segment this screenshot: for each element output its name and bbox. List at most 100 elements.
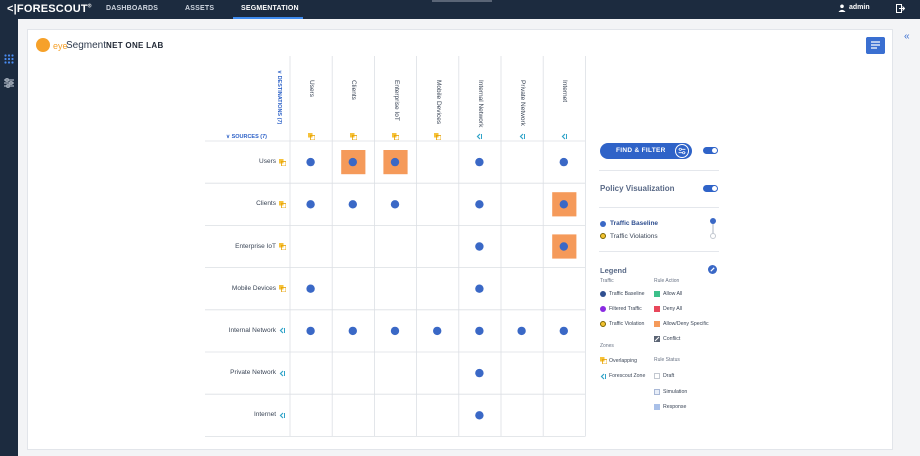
rule-action-heading: Rule Action [654, 278, 680, 284]
simulation-legend-icon [654, 389, 660, 395]
row-header-clients[interactable]: Clients [256, 200, 276, 208]
column-header-enterprise-iot[interactable]: Enterprise IoT [393, 80, 400, 121]
traffic-dot[interactable] [559, 200, 568, 209]
traffic-slider-handle-off[interactable] [710, 233, 716, 239]
row-header-internet[interactable]: Internet [253, 411, 276, 419]
tab-assets[interactable]: ASSETS [185, 5, 215, 12]
brand-eye-text: eye [53, 41, 68, 51]
column-header-label: Clients [350, 80, 358, 100]
traffic-dot[interactable] [475, 157, 484, 167]
forescout-zone-icon [279, 327, 285, 334]
overlapping-zone-icon [279, 158, 286, 166]
left-sidebar [0, 19, 18, 456]
filtered-traffic-legend-icon [600, 306, 606, 312]
deny-all-legend-icon [654, 306, 660, 312]
overlapping-zone-icon [279, 285, 286, 293]
active-tab-indicator [233, 17, 303, 19]
top-drop-handle[interactable] [432, 0, 492, 2]
row-header-private-network[interactable]: Private Network [230, 369, 276, 377]
forescout-zone-icon [279, 370, 285, 377]
traffic-dot[interactable] [475, 242, 484, 251]
traffic-dot[interactable] [475, 411, 484, 420]
column-header-mobile-devices[interactable]: Mobile Devices [435, 80, 442, 124]
find-filter-toggle[interactable] [703, 147, 718, 154]
traffic-dot[interactable] [559, 326, 568, 336]
legend-allow-deny-specific: Allow/Deny Specific [663, 321, 709, 327]
traffic-dot[interactable] [348, 157, 357, 167]
forescout-zone-icon [561, 133, 567, 140]
traffic-dot[interactable] [433, 326, 442, 336]
traffic-dot[interactable] [475, 368, 484, 378]
traffic-baseline-legend-icon [600, 291, 606, 297]
column-header-label: Users [308, 80, 316, 97]
column-header-label: Internal Network [476, 80, 484, 128]
sliders-icon[interactable] [4, 78, 14, 88]
overlapping-zone-icon [392, 133, 399, 140]
find-filter-button[interactable]: FIND & FILTER [600, 143, 692, 159]
column-header-label: Enterprise IoT [392, 80, 400, 121]
forescout-logo[interactable]: <|FORESCOUT® [7, 3, 92, 15]
traffic-dot[interactable] [475, 284, 484, 293]
traffic-dot[interactable] [390, 157, 400, 167]
traffic-violations-option[interactable]: Traffic Violations [610, 233, 658, 240]
traffic-dot[interactable] [306, 326, 315, 336]
allow-deny-specific-legend-icon [654, 321, 660, 327]
response-legend-icon [654, 404, 660, 410]
forescout-zone-icon [477, 133, 483, 140]
traffic-dot[interactable] [390, 326, 400, 336]
user-menu[interactable]: admin [849, 4, 870, 11]
traffic-slider-track[interactable] [712, 219, 714, 237]
divider [599, 170, 719, 171]
report-button[interactable] [866, 37, 885, 54]
column-header-private-network[interactable]: Private Network [519, 80, 526, 126]
traffic-baseline-dot-icon [600, 221, 606, 227]
traffic-dot[interactable] [390, 200, 400, 209]
top-navigation-bar: <|FORESCOUT® DASHBOARDS ASSETS SEGMENTAT… [0, 0, 920, 19]
collapse-panel-icon[interactable]: « [904, 31, 910, 42]
legend-draft: Draft [663, 373, 675, 379]
overlapping-zone-icon [279, 243, 286, 250]
traffic-dot[interactable] [517, 326, 526, 336]
legend-traffic-baseline: Traffic Baseline [609, 291, 645, 297]
legend-overlapping: Overlapping [609, 358, 637, 364]
column-header-internet[interactable]: Internet [561, 80, 568, 102]
logout-icon[interactable] [896, 4, 905, 13]
column-header-internal-network[interactable]: Internal Network [477, 80, 484, 127]
app-grid-icon[interactable] [4, 54, 14, 64]
overlapping-zone-icon [307, 133, 315, 140]
legend-allow-all: Allow All [663, 291, 683, 297]
traffic-dot[interactable] [475, 200, 484, 209]
row-header-mobile-devices[interactable]: Mobile Devices [231, 284, 276, 292]
sources-header[interactable]: ∨ SOURCES (7) [226, 134, 268, 140]
column-header-users[interactable]: Users [308, 80, 315, 97]
traffic-dot[interactable] [306, 157, 315, 167]
policy-visualization-toggle[interactable] [703, 185, 718, 192]
traffic-violations-icon [600, 233, 606, 239]
traffic-dot[interactable] [306, 200, 315, 209]
traffic-heading: Traffic [600, 278, 614, 284]
traffic-dot[interactable] [475, 326, 484, 336]
traffic-dot[interactable] [348, 326, 357, 336]
traffic-dot[interactable] [559, 242, 568, 251]
row-header-internal-network[interactable]: Internal Network [228, 326, 276, 334]
row-header-users[interactable]: Users [259, 158, 276, 166]
row-header-enterprise-iot[interactable]: Enterprise IoT [235, 242, 276, 250]
segmentation-panel [27, 29, 893, 450]
traffic-slider-handle[interactable] [710, 218, 716, 224]
overlapping-zone-icon [349, 133, 357, 140]
column-header-label: Mobile Devices [434, 80, 442, 125]
edit-legend-icon[interactable] [708, 265, 717, 274]
legend-conflict: Conflict [663, 336, 681, 342]
traffic-baseline-option[interactable]: Traffic Baseline [610, 220, 659, 227]
legend-deny-all: Deny All [663, 306, 683, 312]
column-header-clients[interactable]: Clients [350, 80, 357, 100]
eyesegment-logo-icon [36, 38, 50, 52]
traffic-dot[interactable] [348, 200, 357, 209]
tab-dashboards[interactable]: DASHBOARDS [106, 5, 159, 12]
tab-segmentation[interactable]: SEGMENTATION [241, 5, 299, 12]
traffic-dot[interactable] [559, 157, 568, 167]
filter-sliders-icon [675, 144, 689, 158]
forescout-zone-icon [279, 412, 285, 419]
traffic-dot[interactable] [306, 284, 315, 293]
